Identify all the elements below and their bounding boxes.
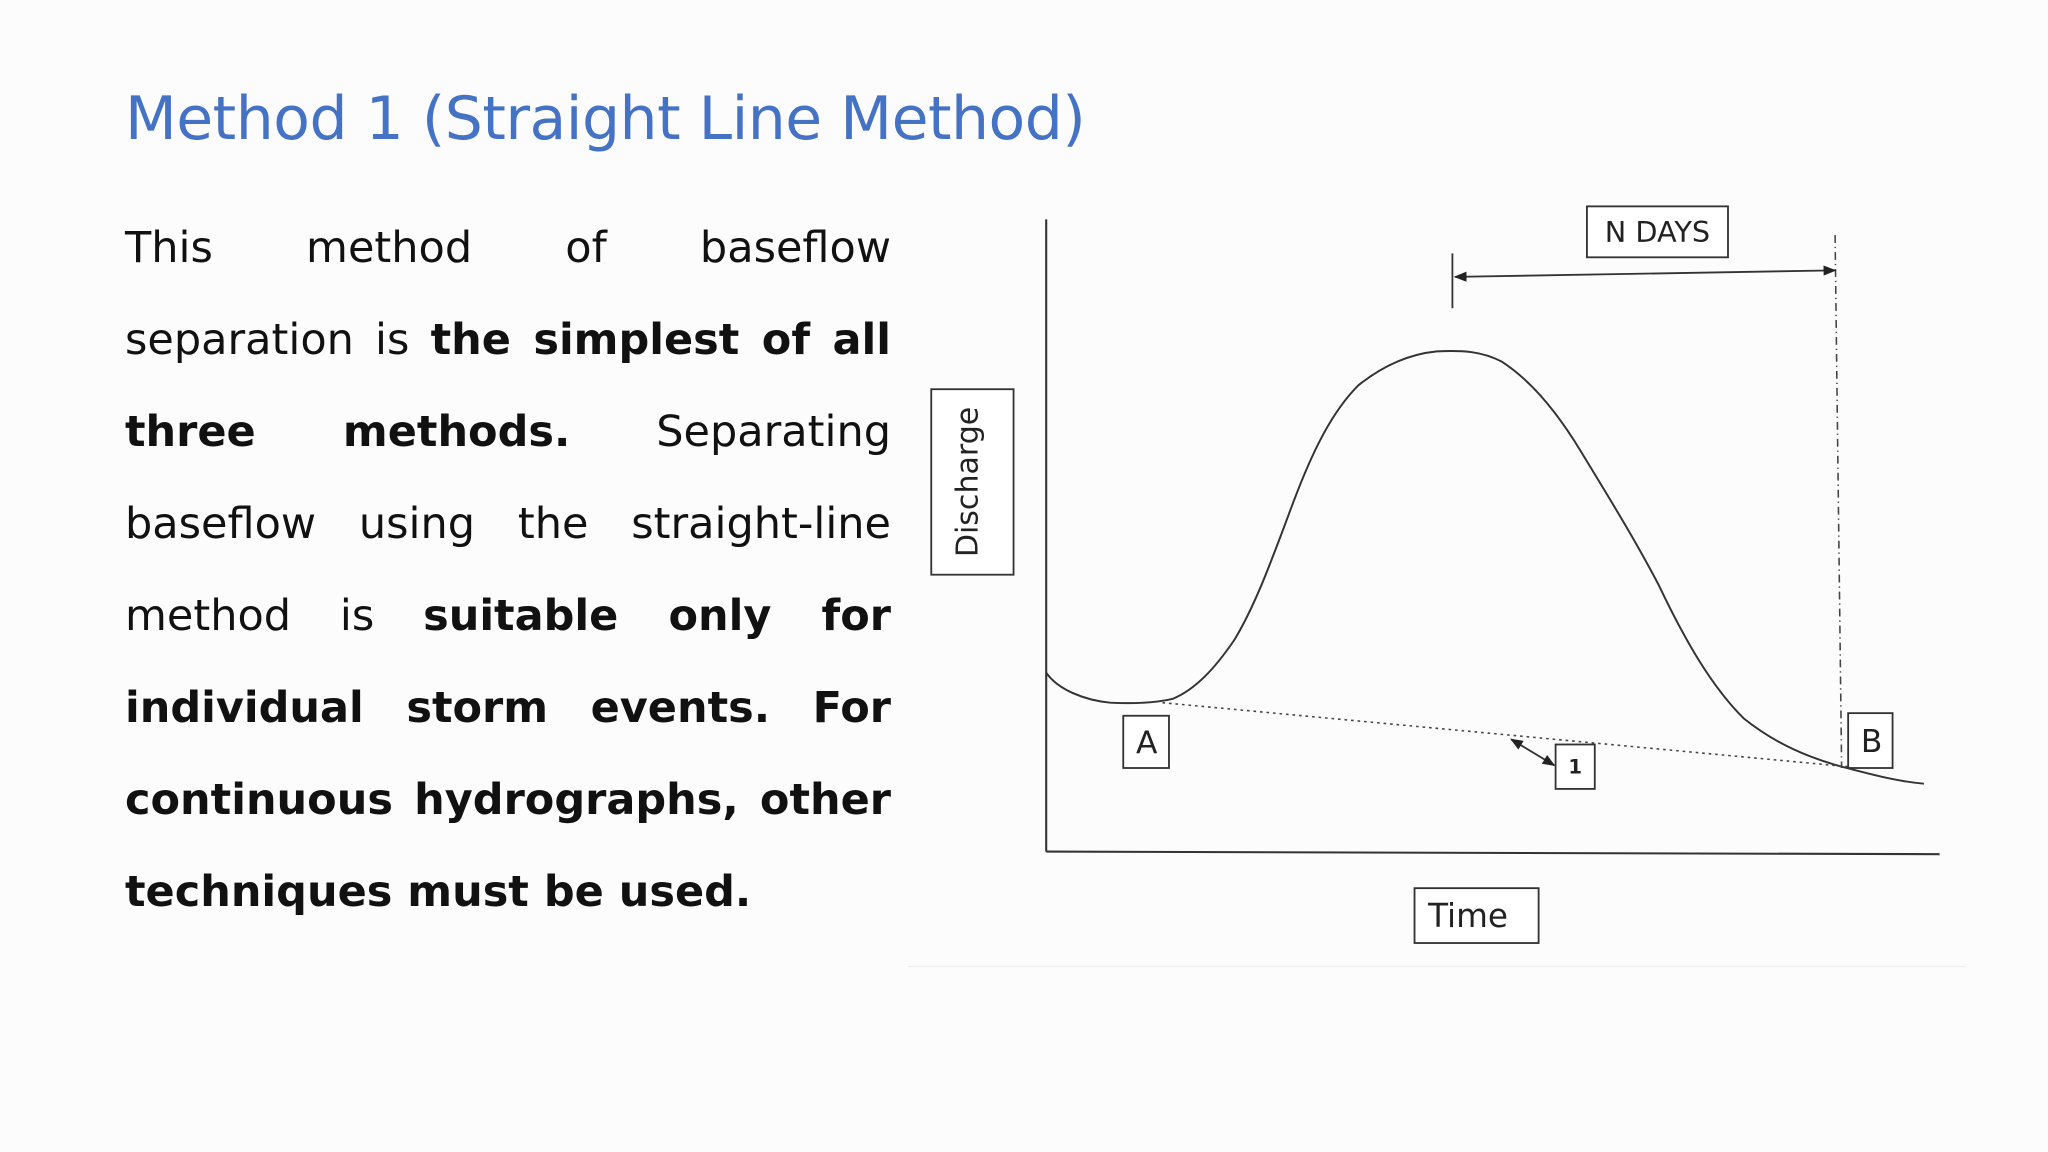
y-axis-label: Discharge (951, 407, 986, 557)
label-box (930, 388, 1015, 576)
text-run: Separating baseflow using the straight-l… (125, 407, 892, 641)
bold-run: the simplest of all three methods. (125, 315, 891, 457)
baseflow-line (1162, 701, 1849, 768)
point-label: A (1136, 725, 1158, 761)
hydrograph-curve (1045, 349, 1925, 785)
label-box (1554, 743, 1596, 790)
slope-label: 1 (1568, 756, 1582, 779)
point-label: B (1861, 724, 1883, 760)
x-axis (1046, 850, 1940, 856)
x-axis-label: Time (1427, 897, 1508, 935)
duration-arrow (1453, 265, 1837, 282)
duration-label: N DAYS (1605, 215, 1710, 249)
slide-title: Method 1 (Straight Line Method) (125, 84, 1086, 154)
text-run: This method of baseflow separation is (125, 223, 891, 365)
label-box (1586, 205, 1729, 259)
label-box (1122, 714, 1170, 769)
slope-arrow (1510, 738, 1556, 767)
body-text: This method of baseflow separation is th… (125, 202, 891, 938)
label-box (1413, 887, 1540, 944)
bold-run: suitable only for individual storm event… (125, 591, 891, 917)
end-marker-line (1834, 235, 1843, 769)
label-box (1847, 712, 1894, 769)
